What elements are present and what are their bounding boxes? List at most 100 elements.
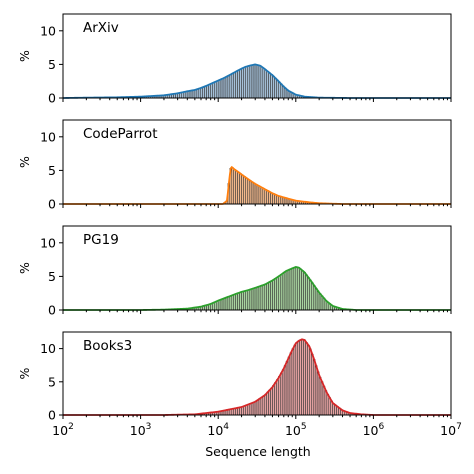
histogram-bar: [332, 403, 335, 416]
histogram-bar: [245, 404, 248, 416]
histogram-bar: [227, 75, 231, 99]
histogram-bar: [303, 271, 306, 311]
histogram-bar: [301, 270, 304, 311]
histogram-bar: [260, 285, 264, 311]
histogram-bar: [262, 284, 266, 311]
y-tick-label: 5: [48, 57, 56, 72]
histogram-bar: [305, 342, 308, 416]
histogram-bar: [280, 83, 283, 99]
histogram-bar: [262, 188, 266, 205]
histogram-bar: [276, 379, 279, 416]
histogram-bar: [276, 276, 279, 311]
histogram-bar: [252, 287, 256, 311]
histogram-bar: [247, 178, 250, 205]
histogram-bar: [274, 77, 277, 99]
y-axis-label: %: [17, 156, 32, 168]
histogram-bar: [307, 344, 310, 416]
histogram-bar: [270, 280, 273, 311]
histogram-bar: [217, 299, 221, 311]
y-axis-label: %: [17, 50, 32, 62]
histogram-bar: [239, 68, 242, 99]
histogram-bars: [223, 167, 320, 205]
histogram-bar: [247, 404, 250, 416]
histogram-bar: [264, 189, 267, 205]
plot-frame: [62, 331, 452, 416]
histogram-bar: [190, 90, 194, 99]
histogram-bar: [268, 191, 271, 205]
histogram-bar: [237, 69, 240, 99]
histogram-bar: [278, 81, 281, 99]
plot-frame: [62, 13, 452, 99]
histogram-bar: [245, 177, 248, 205]
histogram-bar: [241, 174, 244, 205]
histogram-bar: [243, 67, 246, 99]
histogram-bar: [248, 403, 252, 416]
histogram-bar: [233, 71, 236, 99]
histogram-bar: [264, 69, 267, 99]
histogram-bar: [307, 277, 310, 311]
histogram-bar: [272, 193, 275, 205]
histogram-bar: [318, 293, 322, 311]
panel-label: PG19: [83, 232, 119, 248]
histogram-bar: [231, 167, 234, 205]
histogram-bar: [320, 381, 324, 416]
histogram-bar: [250, 288, 254, 311]
histogram-bar: [295, 266, 299, 311]
histogram-bar: [289, 268, 293, 311]
histogram-bar: [219, 299, 223, 311]
y-tick-label: 0: [48, 303, 56, 318]
y-axis-label: %: [17, 262, 32, 274]
panel-label: Books3: [83, 338, 132, 354]
histogram-bar: [256, 399, 260, 416]
histogram-bar: [247, 65, 250, 99]
histogram-bar: [318, 376, 322, 416]
histogram-bar: [245, 290, 248, 311]
histogram-bar: [264, 393, 267, 416]
histogram-bar: [210, 83, 213, 99]
histogram-bar: [299, 268, 302, 311]
histogram-bar: [272, 75, 275, 99]
histogram-bar: [239, 173, 242, 205]
x-tick-label: 105: [285, 422, 307, 438]
histogram-bar: [223, 77, 227, 99]
y-tick-label: 10: [40, 235, 56, 250]
histogram-bar: [297, 267, 300, 311]
histogram-bar: [276, 79, 279, 99]
y-tick-label: 10: [40, 23, 56, 38]
histogram-bar: [252, 64, 256, 99]
histogram-bar: [248, 289, 252, 311]
histogram-bar: [260, 187, 264, 205]
histogram-bar: [252, 182, 256, 205]
histogram-bar: [243, 405, 246, 416]
y-axis-label: %: [17, 367, 32, 379]
histogram-bar: [215, 300, 219, 311]
histogram-bar: [266, 190, 269, 205]
histogram-bar: [219, 78, 223, 99]
histogram-bar: [280, 274, 283, 311]
panels-layer: 0 5 10% ArXiv 0 5 10% CodeParrot 0 5 10% PG19 0 5 10% B…: [17, 13, 462, 438]
histogram-bar: [311, 353, 314, 416]
histogram-bar: [322, 385, 326, 416]
panel-codeparrot: 0 5 10% CodeParrot: [17, 119, 452, 212]
histogram-bar: [285, 360, 289, 416]
histogram-bar: [229, 74, 233, 99]
histogram-bar: [225, 296, 229, 311]
histogram-bar: [250, 64, 254, 99]
histogram-bar: [260, 66, 264, 99]
histogram-bar: [305, 274, 308, 311]
histogram-bar: [235, 293, 238, 311]
x-tick-label: 107: [440, 422, 462, 438]
x-tick-label: 103: [130, 422, 152, 438]
histogram-bar: [215, 80, 219, 99]
histogram-bar: [278, 376, 281, 416]
histogram-bar: [233, 169, 236, 205]
histogram-bar: [248, 180, 252, 205]
histogram-bar: [264, 283, 267, 311]
histogram-bar: [289, 352, 293, 416]
histogram-bar: [243, 176, 246, 205]
panel-books3: 0 5 10% Books3: [17, 331, 452, 423]
histogram-bar: [258, 186, 262, 205]
histogram-bar: [221, 298, 225, 311]
histogram-bar: [231, 294, 234, 311]
histogram-bar: [194, 89, 198, 99]
